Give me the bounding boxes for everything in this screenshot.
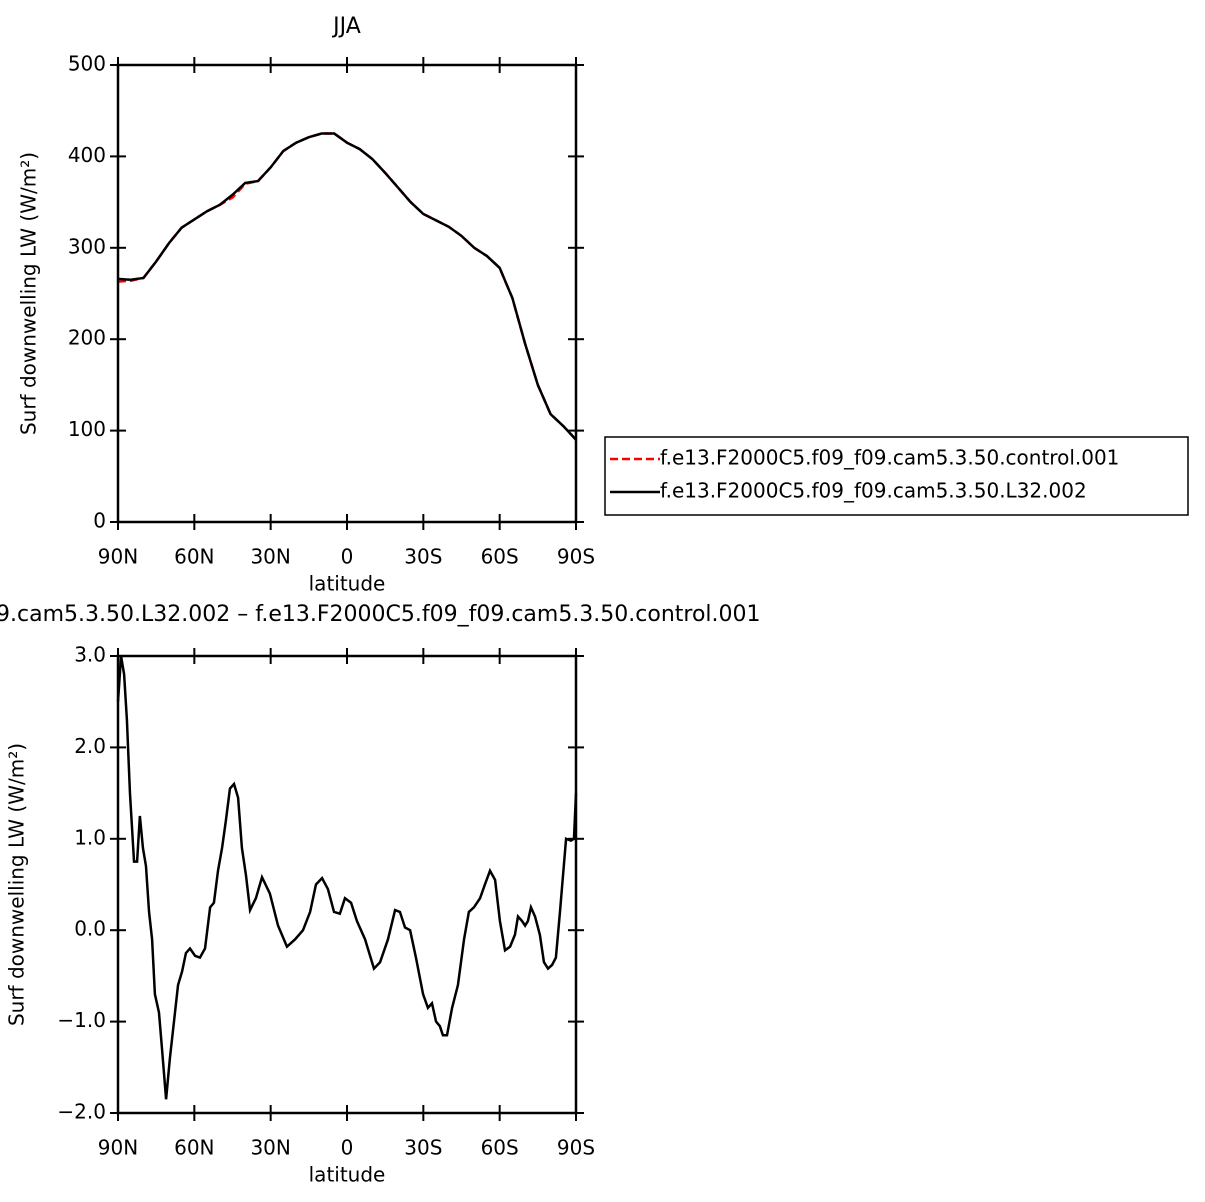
x-tick-label: 60N (174, 1136, 214, 1160)
y-tick-label: −1.0 (57, 1008, 106, 1032)
legend-box (604, 436, 1189, 516)
x-tick-label: 0 (341, 1136, 354, 1160)
plot-frame (116, 63, 578, 524)
y-axis-label: Surf downwelling LW (W/m²) (5, 743, 29, 1026)
series-line (116, 655, 578, 1100)
y-tick-label: 200 (68, 326, 106, 350)
legend-label: f.e13.F2000C5.f09_f09.cam5.3.50.L32.002 (660, 479, 1087, 503)
x-tick-label: 90S (557, 545, 595, 569)
y-tick-label: 0.0 (74, 917, 106, 941)
x-tick-label: 90N (98, 1136, 138, 1160)
series-line (117, 132, 577, 441)
x-tick-label: 90N (98, 545, 138, 569)
x-tick-label: 60S (481, 545, 519, 569)
y-tick-label: 300 (68, 234, 106, 258)
x-tick-label: 30N (250, 545, 290, 569)
x-tick-label: 0 (341, 545, 354, 569)
x-tick-label: 60N (174, 545, 214, 569)
y-tick-label: 400 (68, 143, 106, 167)
x-tick-label: 30S (404, 1136, 442, 1160)
y-tick-label: 100 (68, 417, 106, 441)
chart-title: 9.cam5.3.50.L32.002 – f.e13.F2000C5.f09_… (0, 602, 761, 627)
y-axis-label: Surf downwelling LW (W/m²) (17, 152, 41, 435)
legend-label: f.e13.F2000C5.f09_f09.cam5.3.50.control.… (660, 446, 1119, 470)
x-tick-label: 90S (557, 1136, 595, 1160)
plot-frame (116, 654, 578, 1115)
x-tick-label: 60S (481, 1136, 519, 1160)
x-axis-label: latitude (309, 1163, 386, 1187)
y-tick-label: 1.0 (74, 825, 106, 849)
y-tick-label: −2.0 (57, 1100, 106, 1124)
x-tick-label: 30S (404, 545, 442, 569)
y-tick-label: 2.0 (74, 734, 106, 758)
y-tick-label: 0 (93, 509, 106, 533)
y-tick-label: 500 (68, 52, 106, 76)
y-tick-label: 3.0 (74, 643, 106, 667)
x-tick-label: 30N (250, 1136, 290, 1160)
x-axis-label: latitude (309, 572, 386, 596)
chart-title: JJA (331, 14, 361, 39)
